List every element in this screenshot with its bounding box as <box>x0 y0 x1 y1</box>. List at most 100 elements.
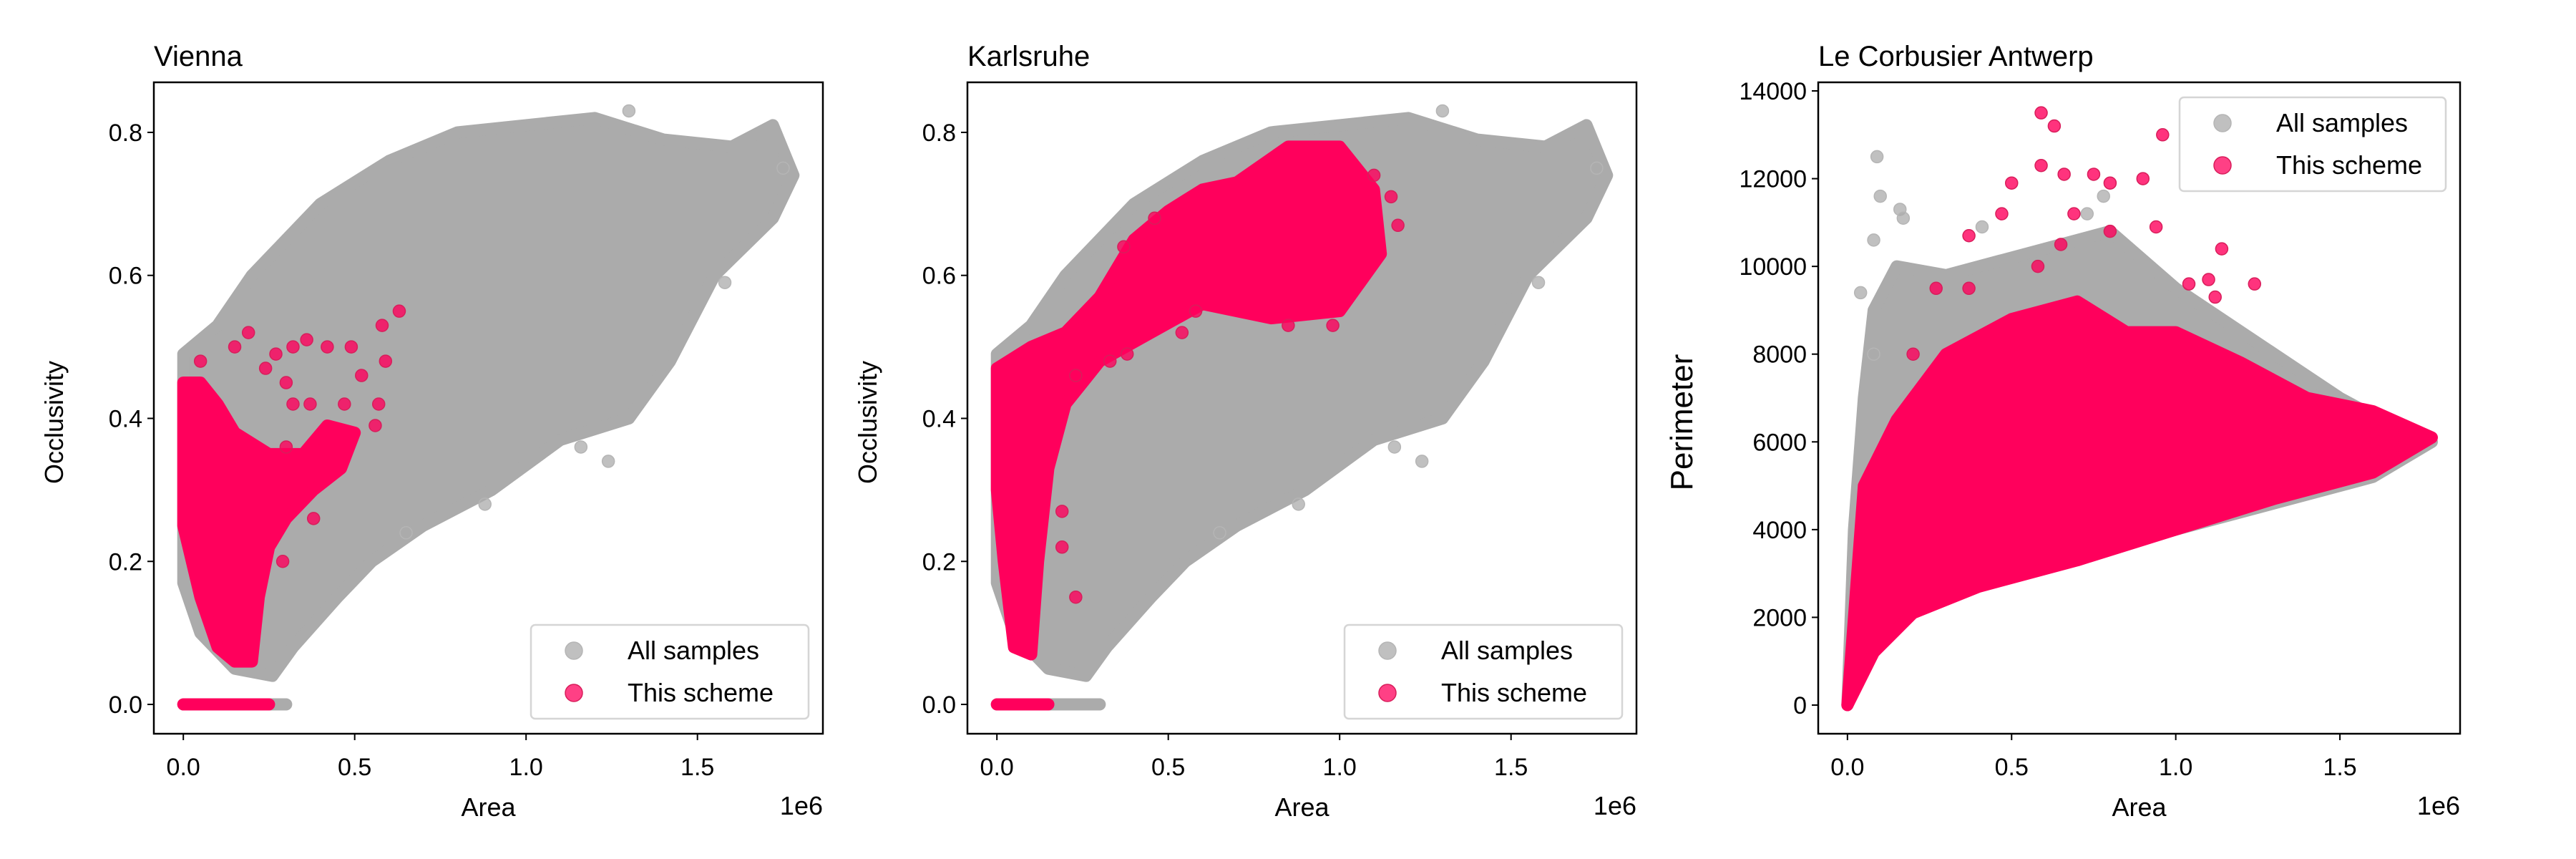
data-point <box>379 354 393 368</box>
data-point <box>1367 168 1381 183</box>
data-point <box>574 440 588 454</box>
data-point <box>1906 347 1920 361</box>
data-point <box>1117 240 1131 253</box>
data-point <box>1387 440 1402 454</box>
data-point <box>1435 104 1450 118</box>
data-point <box>2097 189 2110 203</box>
data-point <box>1055 540 1069 554</box>
legend-label: All samples <box>2276 108 2408 137</box>
data-point <box>258 361 273 375</box>
data-point <box>303 397 317 411</box>
data-point <box>776 161 790 175</box>
data-point <box>1175 326 1189 339</box>
data-point <box>1929 281 1943 296</box>
data-point <box>2031 259 2045 273</box>
data-point <box>193 354 208 368</box>
point-cloud <box>177 377 361 668</box>
data-point <box>1189 304 1203 318</box>
legend-label: All samples <box>1441 636 1573 665</box>
data-point <box>1962 281 1976 296</box>
y-tick-label: 0.0 <box>109 691 142 719</box>
y-tick-label: 0.6 <box>922 263 956 290</box>
plot-area <box>1841 106 2438 712</box>
y-tick-label: 12000 <box>1739 166 1807 193</box>
data-point <box>2208 290 2222 304</box>
data-point <box>478 498 492 511</box>
data-point <box>2034 158 2048 173</box>
x-offset-text: 1e6 <box>1594 791 1636 820</box>
data-point <box>1870 150 1884 164</box>
axes-frame <box>966 81 1638 735</box>
data-point <box>2103 224 2117 238</box>
data-point <box>355 369 369 382</box>
y-tick-label: 0.2 <box>922 548 956 576</box>
y-axis-label: Occlusivity <box>853 361 882 484</box>
data-point <box>375 319 389 332</box>
data-point <box>1213 526 1226 540</box>
data-point <box>338 397 351 411</box>
data-point <box>1055 505 1069 518</box>
data-point <box>279 376 293 389</box>
y-tick-label: 4000 <box>1752 517 1807 544</box>
data-point <box>344 340 358 354</box>
data-point <box>2054 238 2068 251</box>
data-point <box>1590 161 1604 175</box>
point-cloud <box>1841 295 2438 712</box>
legend-marker-this-scheme <box>565 684 583 702</box>
data-point <box>279 440 293 454</box>
legend-marker-this-scheme <box>1378 684 1397 702</box>
data-point <box>1292 498 1305 511</box>
y-tick-label: 8000 <box>1752 341 1807 369</box>
data-point <box>2202 273 2215 286</box>
y-tick-label: 0.6 <box>109 263 142 290</box>
legend-label: This scheme <box>628 678 774 707</box>
legend: All samples This scheme <box>2178 96 2447 193</box>
x-tick-label: 1.0 <box>2159 754 2192 781</box>
y-tick-label: 0.4 <box>109 405 142 432</box>
data-point <box>718 276 732 289</box>
data-point <box>2087 168 2101 181</box>
data-point <box>1975 220 1989 234</box>
series-this-scheme <box>1841 106 2438 712</box>
data-point <box>275 555 290 568</box>
data-point <box>2004 176 2019 190</box>
data-point <box>392 304 406 318</box>
x-axis-label: Area <box>461 792 516 822</box>
series-this-scheme <box>177 304 406 711</box>
data-point <box>306 512 321 525</box>
plot-area <box>990 104 1614 711</box>
y-tick-label: 10000 <box>1739 253 1807 281</box>
x-tick-label: 1.5 <box>1494 754 1528 781</box>
legend-label: This scheme <box>2276 150 2422 180</box>
x-tick-label: 0.5 <box>1995 754 2029 781</box>
legend-box <box>530 623 810 720</box>
data-point <box>2136 172 2150 185</box>
y-tick-label: 0.4 <box>922 405 956 432</box>
data-point <box>1069 369 1083 382</box>
data-point <box>1282 319 1295 332</box>
x-tick-label: 0.0 <box>980 754 1014 781</box>
x-tick-label: 0.0 <box>167 754 200 781</box>
data-point <box>1853 286 1868 300</box>
data-point <box>2149 220 2163 234</box>
legend-marker-all-samples <box>1378 641 1397 660</box>
x-tick-label: 1.0 <box>1323 754 1357 781</box>
legend-box <box>1343 623 1624 720</box>
y-tick-label: 0 <box>1793 692 1807 719</box>
data-point <box>1415 455 1429 468</box>
x-tick-label: 1.5 <box>680 754 714 781</box>
data-point <box>228 340 242 354</box>
data-point <box>1531 276 1546 289</box>
point-cloud <box>990 140 1387 661</box>
data-point <box>321 340 334 354</box>
data-point <box>622 104 636 118</box>
data-point <box>300 333 313 346</box>
data-point <box>2215 242 2229 256</box>
x-tick-label: 1.5 <box>2323 754 2356 781</box>
data-point <box>2248 277 2262 291</box>
y-tick-label: 0.8 <box>922 120 956 147</box>
data-point <box>601 455 615 468</box>
data-point <box>241 326 255 339</box>
data-point <box>1896 211 1911 225</box>
